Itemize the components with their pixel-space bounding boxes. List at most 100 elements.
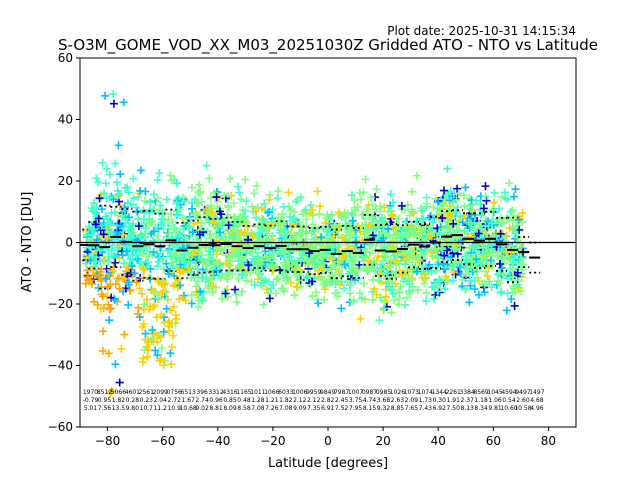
scatter-point	[402, 293, 411, 302]
scatter-point	[503, 195, 512, 204]
scatter-point	[187, 183, 196, 192]
scatter-point	[130, 269, 139, 278]
scatter-point	[328, 261, 337, 270]
scatter-point	[137, 231, 146, 240]
scatter-point	[157, 344, 166, 353]
scatter-point	[374, 252, 383, 261]
scatter-point	[212, 266, 221, 275]
scatter-point	[138, 249, 147, 258]
bin-stat-label: 0.95	[98, 397, 112, 404]
scatter-point	[429, 203, 438, 212]
scatter-point	[476, 200, 485, 209]
scatter-point	[449, 219, 458, 228]
scatter-point	[146, 275, 155, 284]
scatter-point	[338, 233, 347, 242]
scatter-point	[115, 378, 124, 387]
scatter-point	[177, 255, 186, 264]
bin-stat-label: 9.32	[377, 405, 391, 412]
scatter-point	[124, 300, 133, 309]
scatter-point	[442, 246, 451, 255]
scatter-point	[149, 330, 158, 339]
scatter-point	[496, 288, 505, 297]
scatter-point	[171, 310, 180, 319]
scatter-point	[405, 288, 414, 297]
scatter-point	[177, 266, 186, 275]
scatter-point	[351, 276, 360, 285]
scatter-point	[346, 289, 355, 298]
scatter-point	[317, 233, 326, 242]
scatter-point	[314, 299, 323, 308]
scatter-point	[488, 206, 497, 215]
scatter-point	[119, 98, 128, 107]
scatter-point	[449, 268, 458, 277]
scatter-point	[328, 237, 337, 246]
scatter-point	[396, 233, 405, 242]
scatter-point	[120, 330, 129, 339]
scatter-point	[184, 264, 193, 273]
scatter-point	[450, 229, 459, 238]
scatter-point	[439, 259, 448, 268]
x-tick-label: −80	[95, 434, 120, 448]
scatter-point	[479, 204, 488, 213]
scatter-point	[497, 219, 506, 228]
scatter-point	[407, 247, 416, 256]
scatter-point	[132, 251, 141, 260]
scatter-point	[126, 286, 135, 295]
scatter-point	[315, 202, 324, 211]
scatter-point	[495, 228, 504, 237]
scatter-point	[100, 189, 109, 198]
scatter-point	[460, 227, 469, 236]
scatter-point	[410, 227, 419, 236]
scatter-point	[394, 214, 403, 223]
bin-stat-label: 7.65	[405, 405, 419, 412]
scatter-point	[261, 276, 270, 285]
x-tick-label: 40	[431, 434, 446, 448]
bin-stat-label: 0.96	[209, 397, 223, 404]
scatter-point	[259, 215, 268, 224]
scatter-point	[302, 215, 311, 224]
bin-stat-label: 3.68	[377, 397, 391, 404]
scatter-point	[287, 256, 296, 265]
scatter-point	[470, 284, 479, 293]
scatter-point	[117, 344, 126, 353]
scatter-point	[466, 205, 475, 214]
scatter-point	[208, 208, 217, 217]
scatter-point	[187, 299, 196, 308]
scatter-point	[308, 292, 317, 301]
scatter-point	[126, 244, 135, 253]
scatter-point	[267, 284, 276, 293]
scatter-point	[157, 355, 166, 364]
scatter-point	[194, 277, 203, 286]
bin-stat-label: 7.08	[279, 405, 293, 412]
scatter-point	[244, 260, 253, 269]
scatter-point	[216, 273, 225, 282]
scatter-point	[226, 174, 235, 183]
scatter-point	[394, 300, 403, 309]
scatter-point	[324, 212, 333, 221]
bin-stat-label: 8512	[97, 389, 112, 396]
scatter-point	[260, 199, 269, 208]
bin-stat-label: 10.9	[168, 405, 182, 412]
scatter-point	[202, 161, 211, 170]
bin-stat-label: 6.91	[321, 405, 335, 412]
scatter-point	[171, 227, 180, 236]
scatter-point	[137, 289, 146, 298]
bin-stat-label: 7987	[334, 389, 349, 396]
scatter-point	[278, 210, 287, 219]
scatter-point	[349, 245, 358, 254]
y-tick-label: −60	[48, 420, 73, 434]
scatter-point	[129, 174, 138, 183]
scatter-point	[90, 225, 99, 234]
bin-stat-label: 1.82	[112, 397, 126, 404]
scatter-point	[361, 175, 370, 184]
scatter-point	[395, 288, 404, 297]
scatter-point	[320, 295, 329, 304]
scatter-point	[179, 193, 188, 202]
scatter-point	[152, 313, 161, 322]
scatter-point	[280, 231, 289, 240]
scatter-point	[320, 285, 329, 294]
scatter-point	[505, 224, 514, 233]
y-tick-label: −20	[48, 297, 73, 311]
scatter-point	[251, 206, 260, 215]
